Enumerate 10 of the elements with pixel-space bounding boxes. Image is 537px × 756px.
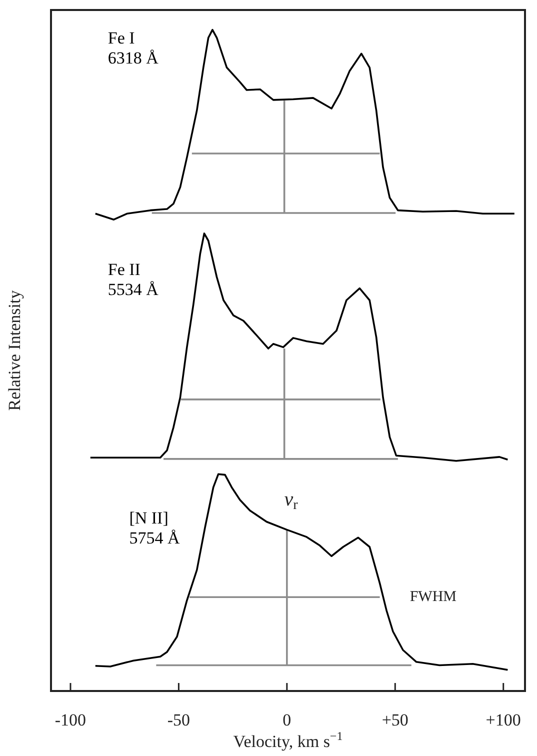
series-label: [N II] 5754 Å	[129, 508, 180, 548]
x-tick-label: +100	[486, 710, 521, 730]
x-tick-label: -100	[54, 710, 86, 730]
y-axis-title: Relative Intensity	[5, 290, 24, 411]
x-tick-label: +50	[382, 710, 408, 730]
x-tick-label: 0	[282, 710, 292, 730]
x-tick-label: -50	[167, 710, 190, 730]
text: Fe I 6318 Å	[108, 28, 160, 68]
text: Fe II 5534 Å	[108, 260, 160, 299]
annotation: FWHM	[410, 588, 456, 605]
